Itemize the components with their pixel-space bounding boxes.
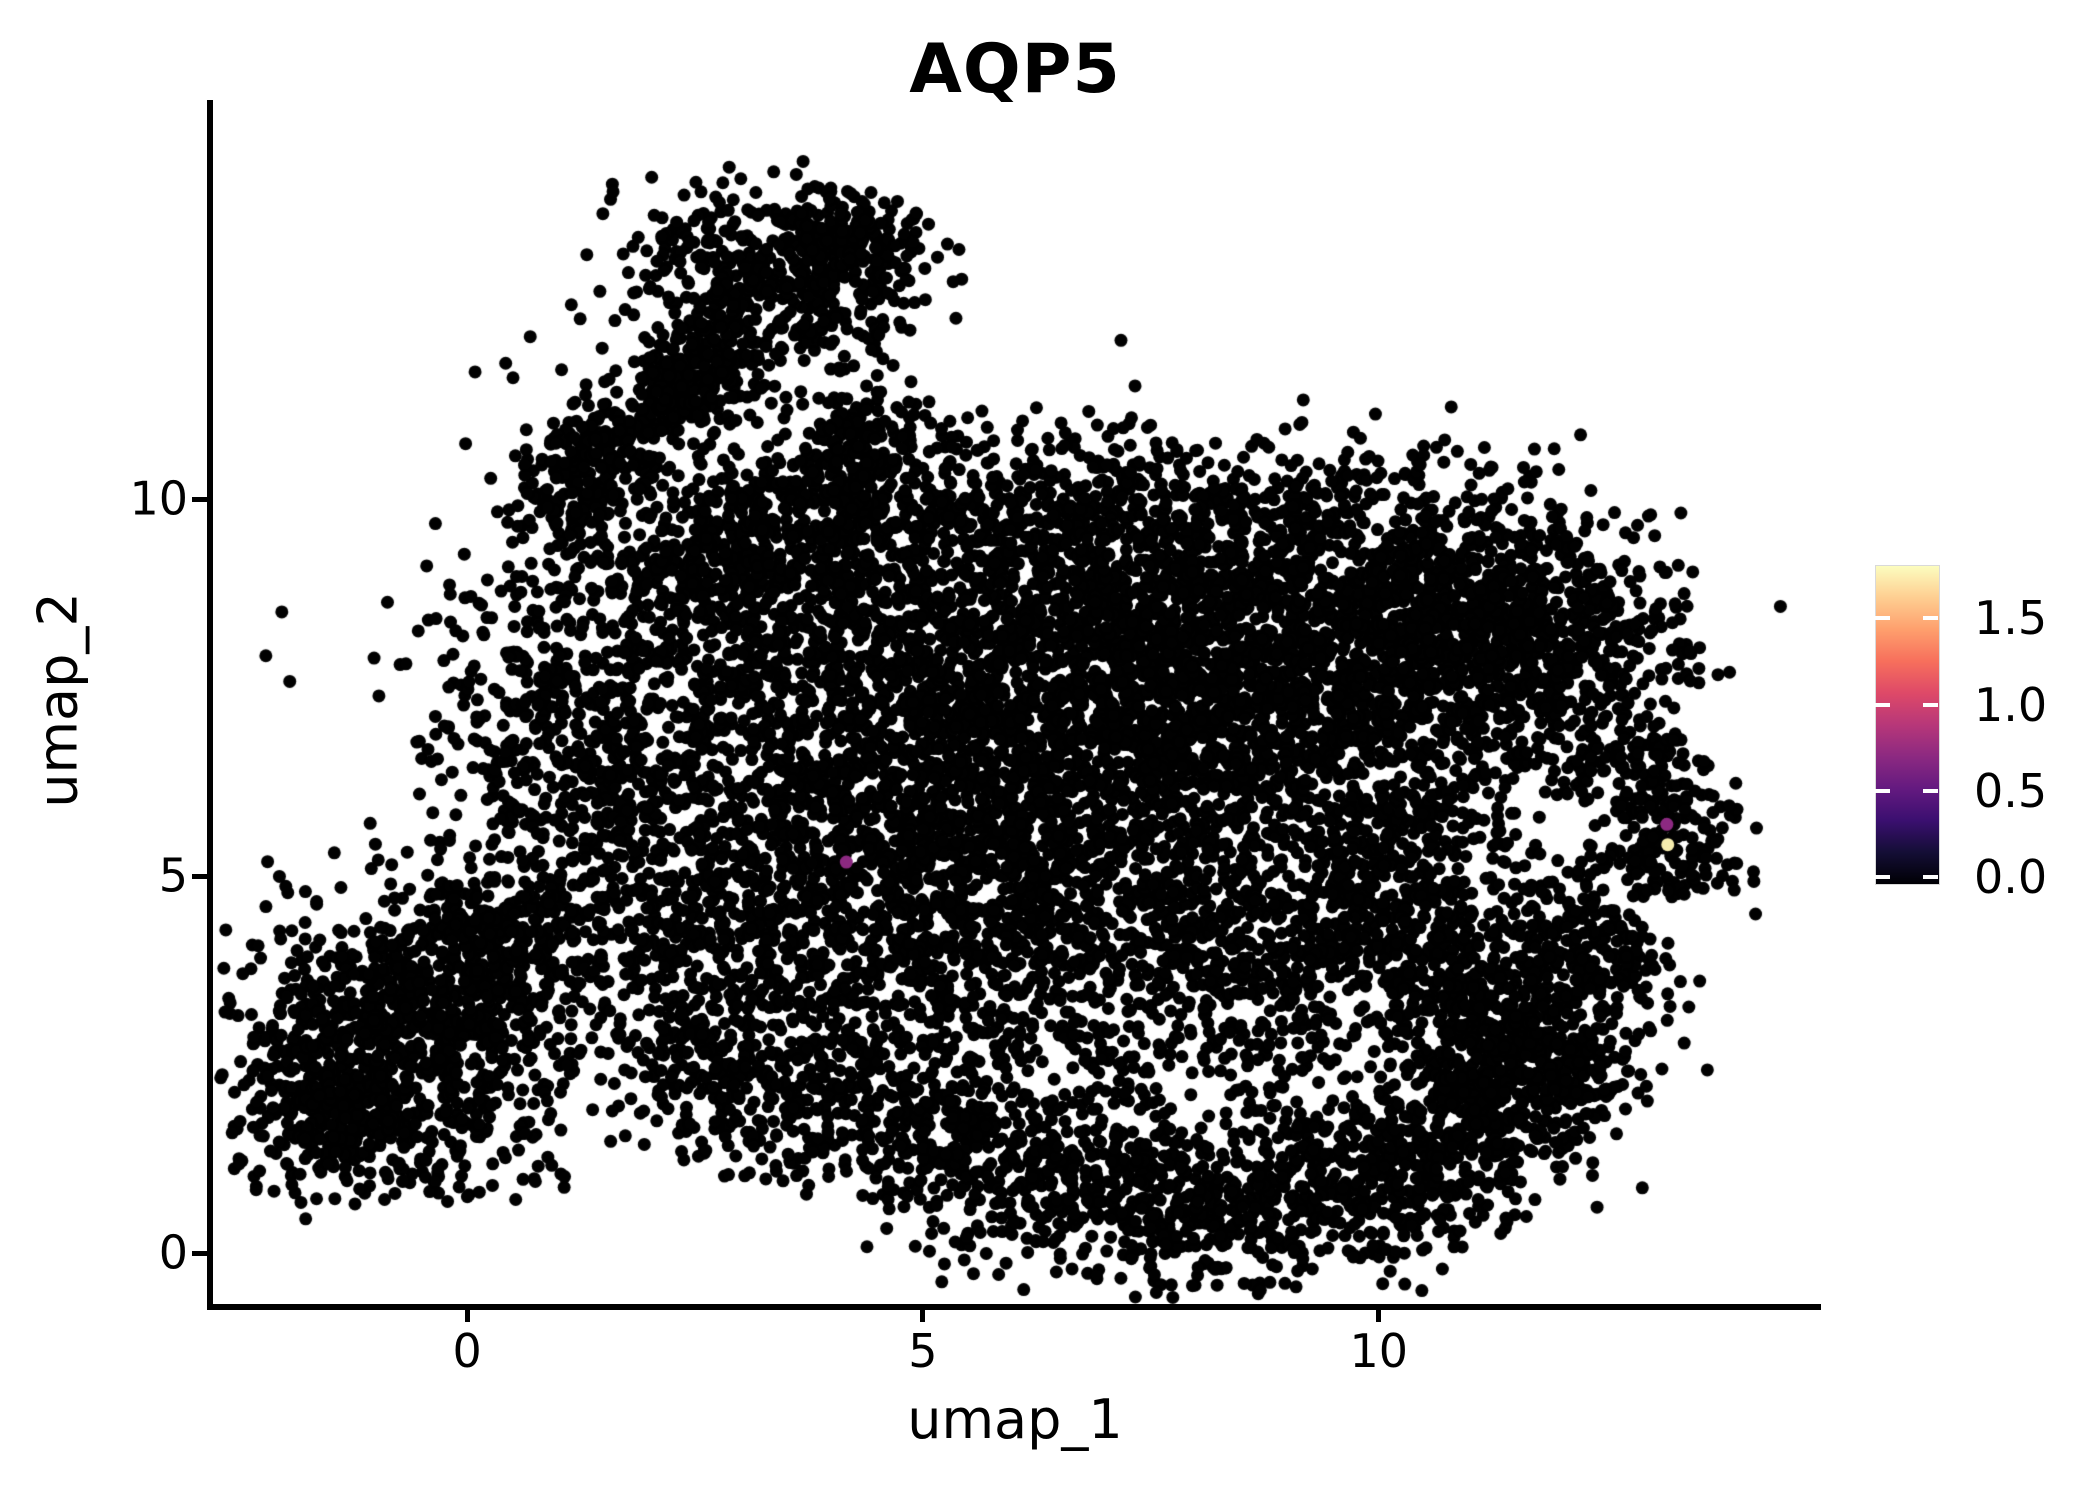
- colorbar-gradient: [1875, 565, 1940, 885]
- x-axis-line: [207, 1304, 1821, 1310]
- x-tick-label: 10: [1349, 1324, 1409, 1378]
- x-tick-mark: [1376, 1306, 1382, 1322]
- y-axis-line: [207, 100, 213, 1310]
- x-axis-title: umap_1: [907, 1388, 1123, 1451]
- colorbar-tick-label: 0.5: [1974, 763, 2048, 818]
- y-tick-mark: [192, 873, 208, 879]
- colorbar-tick-notch: [1875, 616, 1890, 621]
- y-tick-label: 5: [158, 849, 188, 904]
- x-tick-label: 0: [452, 1324, 482, 1378]
- colorbar-tick-label: 0.0: [1974, 850, 2048, 904]
- y-tick-label: 0: [158, 1225, 188, 1280]
- x-tick-mark: [920, 1306, 926, 1322]
- y-axis-title: umap_2: [26, 592, 90, 808]
- y-tick-label: 10: [129, 472, 188, 527]
- colorbar-tick-notch: [1923, 875, 1938, 879]
- colorbar-tick-label: 1.0: [1974, 677, 2048, 732]
- colorbar-tick-notch: [1875, 788, 1890, 793]
- y-tick-mark: [192, 1250, 208, 1256]
- y-tick-mark: [192, 496, 208, 502]
- colorbar-tick-notch: [1923, 702, 1938, 707]
- colorbar-tick-notch: [1875, 875, 1890, 879]
- colorbar-tick-notch: [1875, 702, 1890, 707]
- colorbar-tick-notch: [1923, 788, 1938, 793]
- x-tick-mark: [464, 1306, 470, 1322]
- colorbar-tick-notch: [1923, 616, 1938, 621]
- x-tick-label: 5: [908, 1324, 938, 1378]
- colorbar-tick-label: 1.5: [1974, 591, 2048, 646]
